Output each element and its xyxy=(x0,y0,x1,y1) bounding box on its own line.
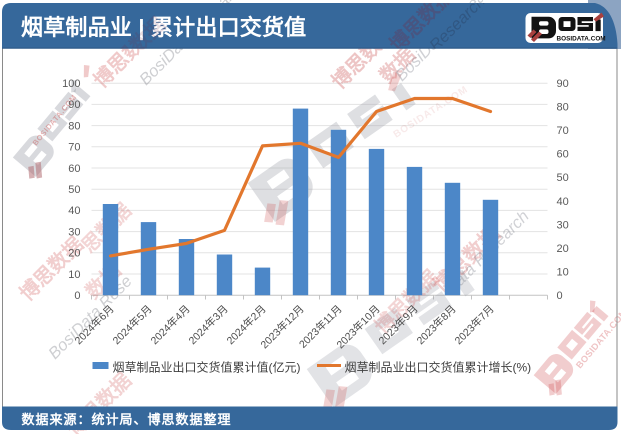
svg-text:0: 0 xyxy=(557,290,563,302)
svg-text:70: 70 xyxy=(557,125,569,137)
svg-text:60: 60 xyxy=(68,163,80,175)
svg-text:烟草制品业出口交货值累计增长(%): 烟草制品业出口交货值累计增长(%) xyxy=(345,360,532,375)
svg-text:50: 50 xyxy=(557,172,569,184)
svg-text:100: 100 xyxy=(62,78,80,90)
svg-text:30: 30 xyxy=(557,219,569,231)
svg-text:30: 30 xyxy=(68,226,80,238)
svg-text:10: 10 xyxy=(557,266,569,278)
svg-text:BOSIDATA.COM: BOSIDATA.COM xyxy=(557,35,606,42)
svg-text:烟草制品业 | 累计出口交货值: 烟草制品业 | 累计出口交货值 xyxy=(21,15,306,40)
svg-text:10: 10 xyxy=(68,269,80,281)
svg-text:数据来源：统计局、博思数据整理: 数据来源：统计局、博思数据整理 xyxy=(22,412,232,427)
svg-text:40: 40 xyxy=(557,196,569,208)
svg-text:70: 70 xyxy=(68,142,80,154)
svg-text:40: 40 xyxy=(68,205,80,217)
svg-text:20: 20 xyxy=(68,248,80,260)
svg-text:0: 0 xyxy=(74,290,80,302)
svg-text:90: 90 xyxy=(68,99,80,111)
svg-text:90: 90 xyxy=(557,78,569,90)
svg-text:50: 50 xyxy=(68,184,80,196)
svg-text:烟草制品业出口交货值累计值(亿元): 烟草制品业出口交货值累计值(亿元) xyxy=(113,360,301,375)
svg-text:20: 20 xyxy=(557,243,569,255)
svg-text:80: 80 xyxy=(68,120,80,132)
svg-text:80: 80 xyxy=(557,102,569,114)
svg-text:60: 60 xyxy=(557,149,569,161)
